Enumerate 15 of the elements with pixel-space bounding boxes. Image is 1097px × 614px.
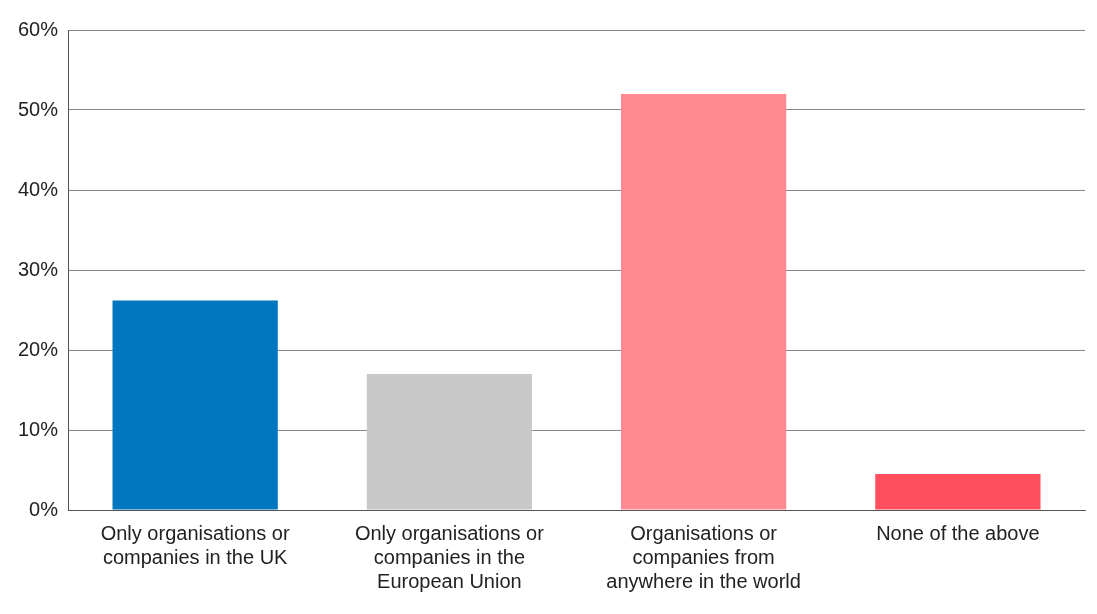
x-tick-label: Only organisations or companies in the European Union [354, 521, 545, 592]
y-tick-label: 40% [18, 177, 59, 200]
y-tick-label: 0% [29, 497, 59, 520]
y-tick-label: 20% [18, 337, 59, 360]
bar [875, 474, 1041, 510]
y-tick-label: 50% [18, 97, 59, 120]
y-tick-label: 10% [18, 417, 59, 440]
x-tick-label: Organisations or companies from anywhere in the world [606, 521, 801, 592]
y-tick-label: 60% [18, 17, 59, 40]
bar [621, 94, 787, 510]
bar [366, 374, 533, 510]
x-tick-label: Only organisations or companies in the UK [100, 521, 290, 568]
y-tick-label: 30% [18, 257, 59, 280]
bar [112, 300, 278, 510]
x-tick-label: None of the above [876, 521, 1040, 544]
